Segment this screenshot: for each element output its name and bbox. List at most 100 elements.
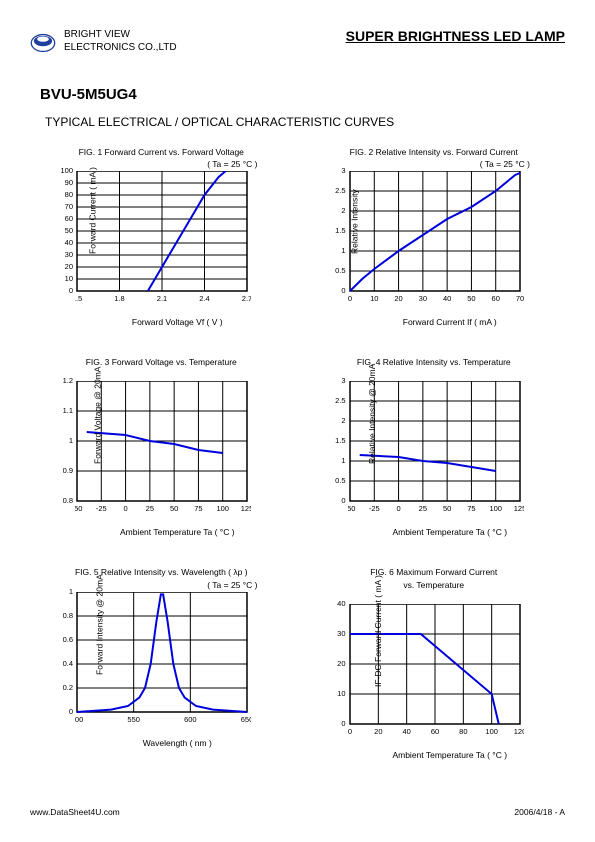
svg-text:75: 75 [467,504,475,513]
chart-svg: 010203040506070 [348,171,524,305]
x-axis-label: Wavelength ( nm ) [77,738,278,748]
y-tick-label: 10 [320,689,346,698]
svg-text:600: 600 [184,715,197,724]
chart-title: FIG. 4 Relative Intensity vs. Temperatur… [318,357,551,367]
svg-text:1.5: 1.5 [75,294,82,303]
y-tick-label: 20 [320,659,346,668]
chart-title: FIG. 2 Relative Intensity vs. Forward Cu… [318,147,551,157]
svg-text:25: 25 [146,504,154,513]
x-axis-label: Ambient Temperature Ta ( °C ) [350,527,551,537]
y-tick-label: 0 [320,496,346,505]
svg-text:125: 125 [513,504,523,513]
svg-text:25: 25 [418,504,426,513]
y-tick-label: 1.1 [47,406,73,415]
x-axis-label: Forward Voltage Vf ( V ) [77,317,278,327]
svg-text:125: 125 [241,504,251,513]
y-tick-label: 0.8 [47,611,73,620]
chart-1: FIG. 1 Forward Current vs. Forward Volta… [45,147,278,327]
chart-subtitle: ( Ta = 25 °C ) [45,159,278,169]
svg-text:20: 20 [394,294,402,303]
y-tick-label: 1 [320,456,346,465]
svg-text:50: 50 [442,504,450,513]
chart-title: FIG. 6 Maximum Forward Current [318,567,551,577]
footer-right: 2006/4/18 - A [514,807,565,817]
y-tick-label: 1 [47,587,73,596]
y-tick-label: 2 [320,206,346,215]
y-axis-label: Relative Intensity @ 20mA [367,364,377,464]
footer-left: www.DataSheet4U.com [30,807,120,817]
chart-box: Forward Voltage @ 20mA0.80.911.11.2-50-2… [77,381,278,537]
svg-text:120: 120 [513,727,523,736]
chart-title: FIG. 5 Relative Intensity vs. Wavelength… [45,567,278,577]
svg-text:100: 100 [485,727,498,736]
y-tick-label: 2 [320,416,346,425]
y-axis-label: Forward Current ( mA ) [87,167,97,254]
y-tick-label: 40 [320,599,346,608]
svg-text:0: 0 [348,294,352,303]
y-tick-label: 1 [320,246,346,255]
y-tick-label: 0 [320,719,346,728]
y-tick-label: 10 [47,274,73,283]
company-name: BRIGHT VIEW ELECTRONICS CO.,LTD [64,28,177,54]
y-tick-label: 90 [47,178,73,187]
svg-text:40: 40 [442,294,450,303]
svg-text:2.7: 2.7 [242,294,251,303]
svg-text:0: 0 [123,504,127,513]
chart-box: Forward Current ( mA )010203040506070809… [77,171,278,327]
chart-box: Forward Intensity @ 20mA00.20.40.60.8150… [77,592,278,748]
charts-grid: FIG. 1 Forward Current vs. Forward Volta… [0,147,595,760]
y-tick-label: 0 [47,707,73,716]
chart-4: FIG. 4 Relative Intensity vs. Temperatur… [318,357,551,537]
chart-6: FIG. 6 Maximum Forward Currentvs. Temper… [318,567,551,759]
y-tick-label: 0.5 [320,266,346,275]
chart-box: IF-DC Forward Current ( mA )010203040020… [350,604,551,760]
y-tick-label: 0 [47,286,73,295]
company-logo-icon [30,30,56,56]
svg-text:-50: -50 [75,504,82,513]
chart-3: FIG. 3 Forward Voltage vs. TemperatureFo… [45,357,278,537]
y-tick-label: 80 [47,190,73,199]
svg-text:60: 60 [491,294,499,303]
x-axis-label: Forward Current If ( mA ) [350,317,551,327]
chart-title: FIG. 3 Forward Voltage vs. Temperature [45,357,278,367]
y-tick-label: 0 [320,286,346,295]
y-tick-label: 1 [47,436,73,445]
y-tick-label: 70 [47,202,73,211]
part-number: BVU-5M5UG4 [40,86,595,103]
svg-text:10: 10 [370,294,378,303]
y-tick-label: 1.2 [47,376,73,385]
y-tick-label: 3 [320,376,346,385]
y-tick-label: 2.5 [320,396,346,405]
svg-text:60: 60 [430,727,438,736]
section-title: TYPICAL ELECTRICAL / OPTICAL CHARACTERIS… [45,115,595,129]
svg-text:-25: -25 [368,504,379,513]
svg-text:0: 0 [348,727,352,736]
chart-2: FIG. 2 Relative Intensity vs. Forward Cu… [318,147,551,327]
company-line2: ELECTRONICS CO.,LTD [64,41,177,54]
chart-box: Relative Intensity @ 20mA00.511.522.53-5… [350,381,551,537]
y-axis-label: IF-DC Forward Current ( mA ) [372,575,382,687]
x-axis-label: Ambient Temperature Ta ( °C ) [77,527,278,537]
y-tick-label: 0.5 [320,476,346,485]
svg-text:70: 70 [515,294,523,303]
chart-title: FIG. 1 Forward Current vs. Forward Volta… [45,147,278,157]
y-axis-label: Forward Voltage @ 20mA [93,367,103,464]
svg-text:2.1: 2.1 [157,294,167,303]
header: BRIGHT VIEW ELECTRONICS CO.,LTD SUPER BR… [0,0,595,66]
chart-box: Relative Intensity00.511.522.53010203040… [350,171,551,327]
svg-text:2.4: 2.4 [199,294,209,303]
y-tick-label: 1.5 [320,226,346,235]
y-tick-label: 0.2 [47,683,73,692]
y-tick-label: 0.8 [47,496,73,505]
chart-subtitle: ( Ta = 25 °C ) [318,159,551,169]
svg-text:80: 80 [459,727,467,736]
chart-svg: 1.51.82.12.42.7 [75,171,251,305]
y-tick-label: 60 [47,214,73,223]
company-line1: BRIGHT VIEW [64,28,177,41]
svg-text:500: 500 [75,715,83,724]
y-tick-label: 0.4 [47,659,73,668]
svg-text:550: 550 [127,715,140,724]
product-title: SUPER BRIGHTNESS LED LAMP [346,28,565,44]
chart-5: FIG. 5 Relative Intensity vs. Wavelength… [45,567,278,759]
svg-text:-25: -25 [96,504,107,513]
